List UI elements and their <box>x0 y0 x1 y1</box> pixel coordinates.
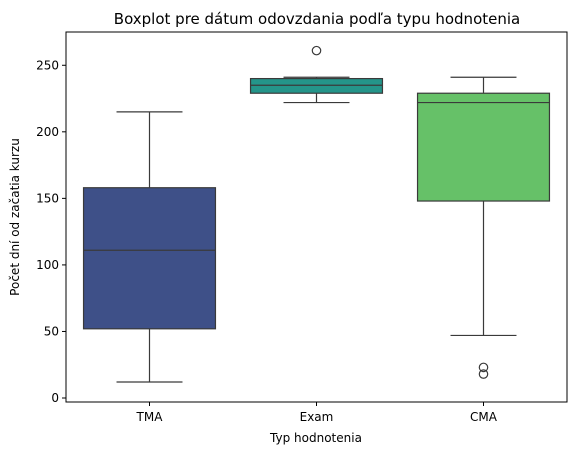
x-tick-label: Exam <box>300 410 334 424</box>
x-tick-label: TMA <box>136 410 164 424</box>
plot-area <box>82 45 551 383</box>
box-iqr <box>416 92 551 202</box>
y-tick-label: 200 <box>36 125 59 139</box>
y-axis-label: Počet dní od začatia kurzu <box>8 138 22 296</box>
y-tick-label: 50 <box>44 324 59 338</box>
outlier-point <box>311 45 322 56</box>
box-group-exam <box>249 45 384 104</box>
outlier-point <box>478 369 489 379</box>
chart-title: Boxplot pre dátum odovzdania podľa typu … <box>114 10 520 28</box>
y-tick-label: 100 <box>36 258 59 272</box>
y-tick-label: 150 <box>36 191 59 205</box>
box-iqr <box>249 77 384 94</box>
box-iqr <box>82 187 217 330</box>
y-tick-label: 250 <box>36 58 59 72</box>
y-tick-label: 0 <box>51 391 59 405</box>
x-axis-label: Typ hodnotenia <box>269 431 362 445</box>
x-tick-label: CMA <box>470 410 498 424</box>
box-group-cma <box>416 76 551 379</box>
box-group-tma <box>82 111 217 383</box>
outlier-point <box>478 362 489 373</box>
